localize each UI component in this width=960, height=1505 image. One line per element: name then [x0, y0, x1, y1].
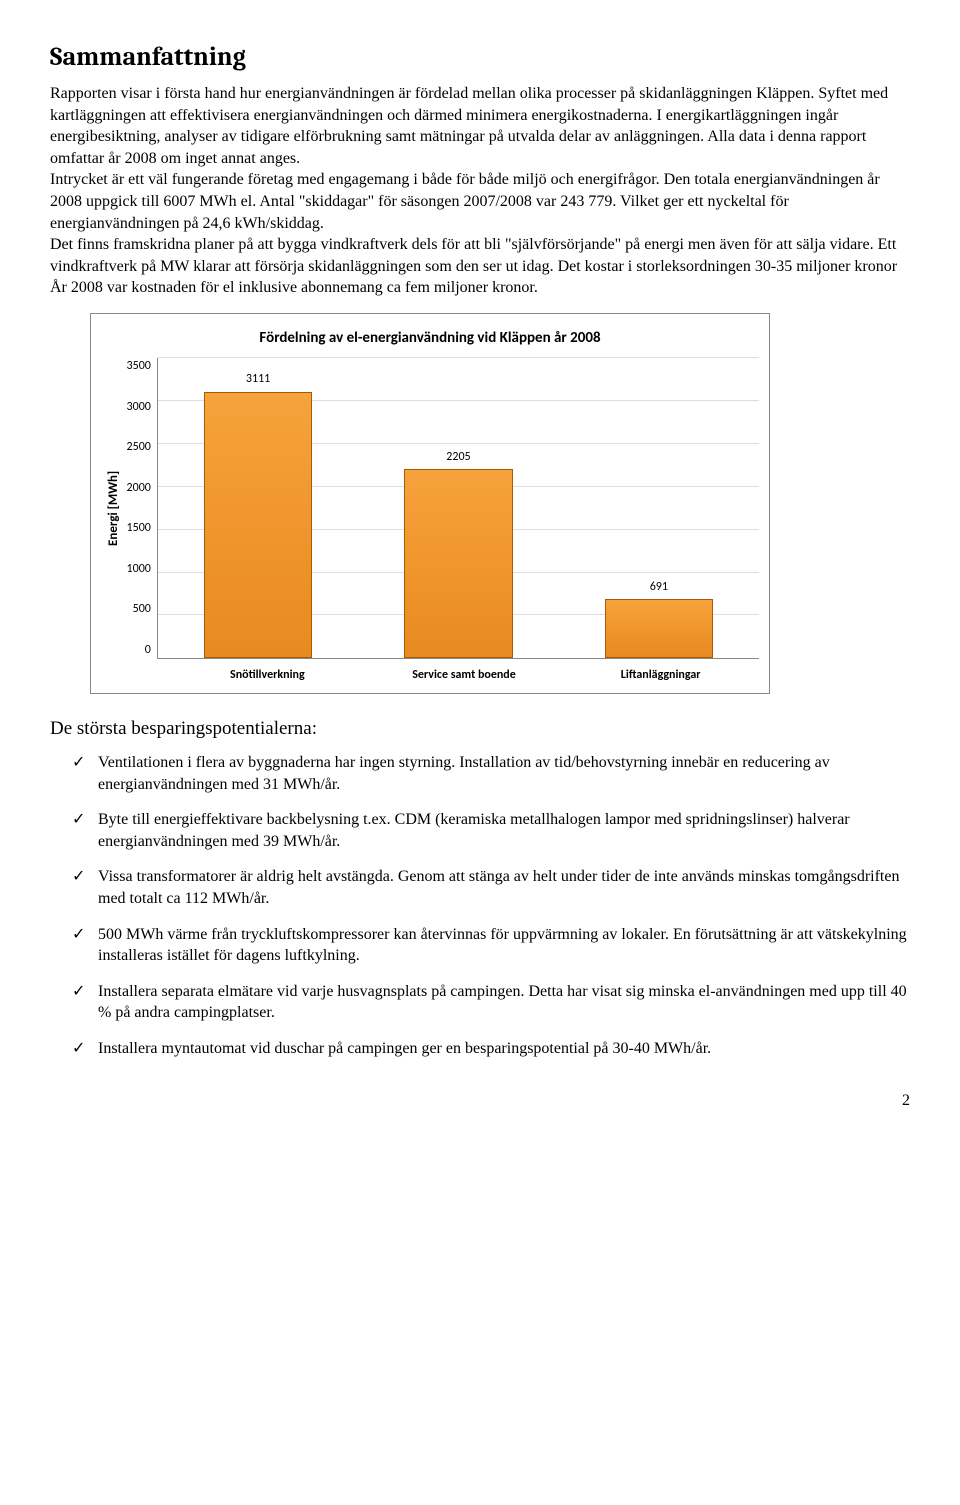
chart-container: Fördelning av el-energianvändning vid Kl…: [90, 313, 910, 694]
subsection-heading: De största besparingspotentialerna:: [50, 716, 910, 742]
chart-y-tick: 3000: [127, 399, 151, 415]
chart-plot-area: 3111 2205 691: [157, 358, 759, 659]
chart-bar-value-label: 3111: [246, 371, 270, 387]
chart-bar-value-label: 691: [650, 579, 668, 595]
bullet-item: Byte till energieffektivare backbelysnin…: [72, 809, 910, 852]
chart-y-axis-label: Energi [MWh]: [101, 358, 127, 659]
chart-y-tick: 1000: [127, 561, 151, 577]
page-number: 2: [50, 1090, 910, 1112]
chart-gridline: [158, 357, 759, 358]
chart-y-tick: 1500: [127, 520, 151, 536]
bar-chart: Fördelning av el-energianvändning vid Kl…: [90, 313, 770, 694]
chart-y-tick: 2000: [127, 480, 151, 496]
chart-y-tick: 500: [127, 601, 151, 617]
chart-y-tick: 2500: [127, 439, 151, 455]
chart-y-ticks: 3500 3000 2500 2000 1500 1000 500 0: [127, 358, 157, 658]
chart-bar: [404, 469, 512, 658]
chart-x-tick: Snötillverkning: [169, 667, 366, 683]
bullet-item: Ventilationen i flera av byggnaderna har…: [72, 752, 910, 795]
bullet-item: Installera separata elmätare vid varje h…: [72, 981, 910, 1024]
chart-bar: [605, 599, 713, 658]
chart-x-tick: Liftanläggningar: [562, 667, 759, 683]
bullet-item: 500 MWh värme från tryckluftskompressore…: [72, 924, 910, 967]
summary-paragraph: Rapporten visar i första hand hur energi…: [50, 83, 910, 299]
chart-y-tick: 3500: [127, 358, 151, 374]
chart-x-ticks: SnötillverkningService samt boendeLiftan…: [169, 667, 759, 683]
chart-x-tick: Service samt boende: [366, 667, 563, 683]
bullet-item: Vissa transformatorer är aldrig helt avs…: [72, 866, 910, 909]
bullet-item: Installera myntautomat vid duschar på ca…: [72, 1038, 910, 1060]
chart-bar-value-label: 2205: [446, 449, 470, 465]
bullet-list: Ventilationen i flera av byggnaderna har…: [72, 752, 910, 1060]
page-heading: Sammanfattning: [50, 40, 910, 75]
chart-title: Fördelning av el-energianvändning vid Kl…: [101, 328, 759, 348]
chart-bar: [204, 392, 312, 659]
chart-y-tick: 0: [127, 642, 151, 658]
